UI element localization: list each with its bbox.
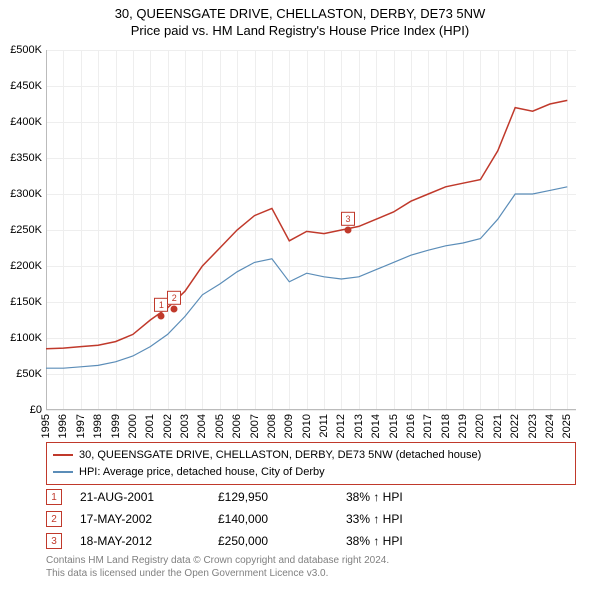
marker-row-1: 1 21-AUG-2001 £129,950 38% ↑ HPI	[46, 486, 576, 508]
marker-dot-2	[171, 306, 178, 313]
marker-box-1: 1	[46, 489, 62, 505]
xtick-label: 2010	[301, 414, 313, 438]
xtick-label: 2023	[527, 414, 539, 438]
marker-dot-1	[158, 313, 165, 320]
ytick-label: £400K	[10, 116, 42, 128]
marker-date-3: 18-MAY-2012	[80, 534, 200, 548]
marker-price-3: £250,000	[218, 534, 328, 548]
marker-label-3: 3	[341, 212, 355, 226]
title-line-2: Price paid vs. HM Land Registry's House …	[0, 23, 600, 38]
title-line-1: 30, QUEENSGATE DRIVE, CHELLASTON, DERBY,…	[0, 6, 600, 21]
legend-swatch-hpi	[53, 471, 73, 473]
xtick-label: 2016	[405, 414, 417, 438]
grid-h	[46, 410, 576, 411]
xtick-label: 2011	[318, 414, 330, 438]
series-hpi	[46, 187, 567, 368]
ytick-label: £200K	[10, 260, 42, 272]
xtick-label: 1995	[40, 414, 52, 438]
xtick-label: 1996	[57, 414, 69, 438]
xtick-label: 2004	[196, 414, 208, 438]
title-block: 30, QUEENSGATE DRIVE, CHELLASTON, DERBY,…	[0, 0, 600, 38]
attribution-line-2: This data is licensed under the Open Gov…	[46, 567, 576, 580]
ytick-label: £500K	[10, 44, 42, 56]
xtick-label: 2007	[249, 414, 261, 438]
marker-box-2: 2	[46, 511, 62, 527]
marker-hpi-1: 38% ↑ HPI	[346, 490, 456, 504]
xtick-label: 2013	[353, 414, 365, 438]
marker-price-1: £129,950	[218, 490, 328, 504]
xtick-label: 1998	[92, 414, 104, 438]
marker-hpi-2: 33% ↑ HPI	[346, 512, 456, 526]
xtick-label: 1999	[110, 414, 122, 438]
marker-box-3: 3	[46, 533, 62, 549]
xtick-label: 2025	[561, 414, 573, 438]
legend-swatch-property	[53, 454, 73, 456]
marker-dot-3	[345, 227, 352, 234]
xtick-label: 2009	[283, 414, 295, 438]
attribution-text: Contains HM Land Registry data © Crown c…	[46, 554, 576, 580]
legend-label-property: 30, QUEENSGATE DRIVE, CHELLASTON, DERBY,…	[79, 447, 481, 464]
xtick-label: 2002	[162, 414, 174, 438]
xtick-label: 2015	[388, 414, 400, 438]
chart-lines-svg	[46, 50, 576, 410]
attribution-line-1: Contains HM Land Registry data © Crown c…	[46, 554, 576, 567]
legend-box: 30, QUEENSGATE DRIVE, CHELLASTON, DERBY,…	[46, 442, 576, 485]
xtick-label: 2012	[335, 414, 347, 438]
xtick-label: 2006	[231, 414, 243, 438]
chart-container: 30, QUEENSGATE DRIVE, CHELLASTON, DERBY,…	[0, 0, 600, 590]
xtick-label: 2003	[179, 414, 191, 438]
chart-plot-area: £0£50K£100K£150K£200K£250K£300K£350K£400…	[46, 50, 576, 410]
marker-price-2: £140,000	[218, 512, 328, 526]
legend-row-hpi: HPI: Average price, detached house, City…	[53, 464, 569, 481]
ytick-label: £50K	[16, 368, 42, 380]
xtick-label: 2024	[544, 414, 556, 438]
marker-label-2: 2	[167, 291, 181, 305]
xtick-label: 2008	[266, 414, 278, 438]
ytick-label: £350K	[10, 152, 42, 164]
marker-table: 1 21-AUG-2001 £129,950 38% ↑ HPI 2 17-MA…	[46, 486, 576, 552]
xtick-label: 2018	[440, 414, 452, 438]
ytick-label: £150K	[10, 296, 42, 308]
marker-date-1: 21-AUG-2001	[80, 490, 200, 504]
xtick-label: 2021	[492, 414, 504, 438]
ytick-label: £100K	[10, 332, 42, 344]
marker-hpi-3: 38% ↑ HPI	[346, 534, 456, 548]
ytick-label: £300K	[10, 188, 42, 200]
marker-row-2: 2 17-MAY-2002 £140,000 33% ↑ HPI	[46, 508, 576, 530]
xtick-label: 1997	[75, 414, 87, 438]
xtick-label: 2019	[457, 414, 469, 438]
marker-row-3: 3 18-MAY-2012 £250,000 38% ↑ HPI	[46, 530, 576, 552]
xtick-label: 2005	[214, 414, 226, 438]
series-property	[46, 100, 567, 348]
xtick-label: 2017	[422, 414, 434, 438]
legend-row-property: 30, QUEENSGATE DRIVE, CHELLASTON, DERBY,…	[53, 447, 569, 464]
ytick-label: £250K	[10, 224, 42, 236]
xtick-label: 2001	[144, 414, 156, 438]
ytick-label: £450K	[10, 80, 42, 92]
xtick-label: 2022	[509, 414, 521, 438]
xtick-label: 2014	[370, 414, 382, 438]
legend-label-hpi: HPI: Average price, detached house, City…	[79, 464, 325, 481]
marker-date-2: 17-MAY-2002	[80, 512, 200, 526]
xtick-label: 2020	[474, 414, 486, 438]
xtick-label: 2000	[127, 414, 139, 438]
